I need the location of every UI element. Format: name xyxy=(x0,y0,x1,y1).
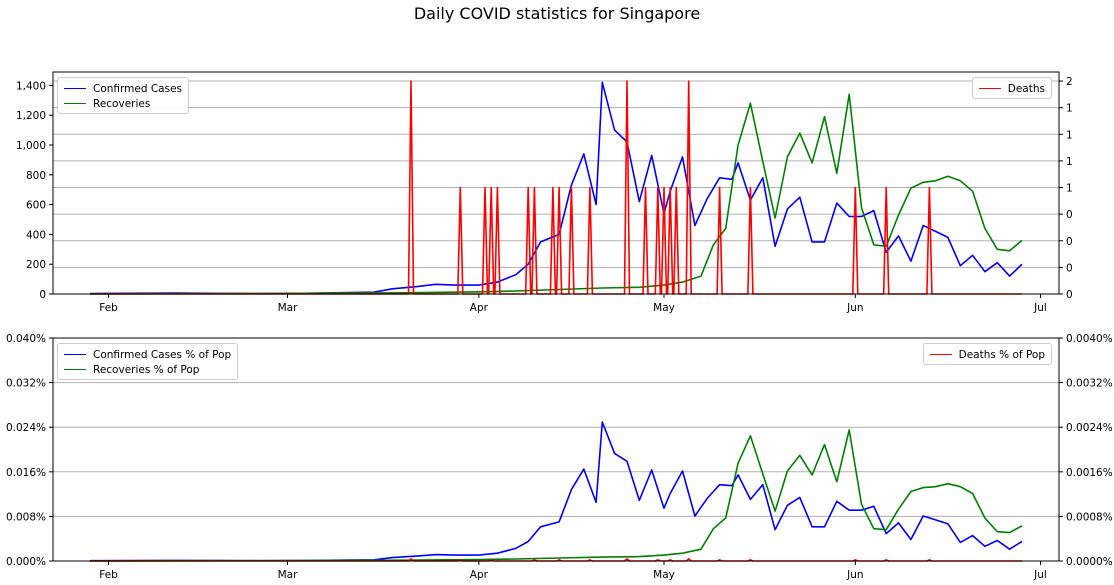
bottom-x-tick-label: Jul xyxy=(1033,569,1047,581)
bottom-left-legend: Confirmed Cases % of Pop Recoveries % of… xyxy=(57,343,238,380)
top-right-tick-label: 1 xyxy=(1066,103,1073,115)
bottom-left-tick-label: 0.032% xyxy=(6,378,46,390)
top-right-tick-label: 0 xyxy=(1066,236,1073,248)
bottom-series-recoveries-of-pop xyxy=(90,430,1022,561)
top-left-tick-label: 600 xyxy=(26,200,46,212)
bottom-x-tick-label: Feb xyxy=(99,569,118,581)
top-right-tick-label: 0 xyxy=(1066,209,1073,221)
bottom-x-tick-label: Apr xyxy=(470,569,489,581)
bottom-x-tick-label: May xyxy=(653,569,675,581)
legend-entry-confirmed-pct: Confirmed Cases % of Pop xyxy=(64,347,231,362)
legend-entry-deaths-pct: Deaths % of Pop xyxy=(930,347,1045,362)
legend-swatch-recoveries xyxy=(64,103,86,104)
top-x-tick-label: Jul xyxy=(1033,302,1047,314)
top-right-tick-label: 0 xyxy=(1066,262,1073,274)
bottom-right-legend: Deaths % of Pop xyxy=(923,343,1052,365)
legend-label-recoveries: Recoveries xyxy=(93,98,150,110)
legend-label-confirmed-pct: Confirmed Cases % of Pop xyxy=(93,349,231,361)
top-left-tick-label: 800 xyxy=(26,170,46,182)
top-left-tick-label: 1,400 xyxy=(16,80,46,92)
legend-label-confirmed: Confirmed Cases xyxy=(93,83,182,95)
bottom-left-tick-label: 0.016% xyxy=(6,467,46,479)
bottom-right-tick-label: 0.0032% xyxy=(1066,378,1113,390)
bottom-right-tick-label: 0.0008% xyxy=(1066,511,1113,523)
top-left-tick-label: 200 xyxy=(26,259,46,271)
bottom-x-tick-label: Mar xyxy=(278,569,298,581)
top-right-legend: Deaths xyxy=(972,77,1052,99)
top-left-tick-label: 0 xyxy=(39,289,46,301)
top-x-tick-label: Mar xyxy=(278,302,298,314)
legend-label-deaths: Deaths xyxy=(1008,83,1045,95)
legend-swatch-recoveries-pct xyxy=(64,369,86,370)
bottom-left-tick-label: 0.008% xyxy=(6,511,46,523)
top-series-recoveries xyxy=(90,94,1022,294)
top-x-tick-label: Feb xyxy=(99,302,118,314)
bottom-right-tick-label: 0.0040% xyxy=(1066,333,1113,345)
bottom-series-confirmed-cases-of-pop xyxy=(90,422,1022,561)
bottom-x-tick-label: Jun xyxy=(846,569,863,581)
legend-label-deaths-pct: Deaths % of Pop xyxy=(959,349,1045,361)
bottom-right-tick-label: 0.0024% xyxy=(1066,422,1113,434)
legend-entry-deaths: Deaths xyxy=(979,81,1045,96)
legend-entry-confirmed: Confirmed Cases xyxy=(64,81,182,96)
top-right-tick-label: 0 xyxy=(1066,289,1073,301)
top-left-tick-label: 1,000 xyxy=(16,140,46,152)
bottom-left-tick-label: 0.024% xyxy=(6,422,46,434)
top-left-tick-label: 1,200 xyxy=(16,110,46,122)
top-right-tick-label: 1 xyxy=(1066,156,1073,168)
bottom-right-tick-label: 0.0000% xyxy=(1066,556,1113,568)
top-x-tick-label: May xyxy=(653,302,675,314)
top-x-tick-label: Apr xyxy=(470,302,489,314)
top-left-tick-label: 400 xyxy=(26,229,46,241)
legend-swatch-deaths-pct xyxy=(930,354,952,355)
legend-entry-recoveries: Recoveries xyxy=(64,96,182,111)
legend-swatch-confirmed xyxy=(64,88,86,89)
top-right-tick-label: 1 xyxy=(1066,183,1073,195)
legend-swatch-deaths xyxy=(979,88,1001,89)
legend-swatch-confirmed-pct xyxy=(64,354,86,355)
top-axes-frame xyxy=(53,72,1059,294)
bottom-left-tick-label: 0.000% xyxy=(6,556,46,568)
legend-label-recoveries-pct: Recoveries % of Pop xyxy=(93,364,199,376)
top-left-legend: Confirmed Cases Recoveries xyxy=(57,77,189,114)
top-right-tick-label: 1 xyxy=(1066,129,1073,141)
bottom-right-tick-label: 0.0016% xyxy=(1066,467,1113,479)
bottom-left-tick-label: 0.040% xyxy=(6,333,46,345)
top-x-tick-label: Jun xyxy=(846,302,863,314)
legend-entry-recoveries-pct: Recoveries % of Pop xyxy=(64,362,231,377)
top-right-tick-label: 2 xyxy=(1066,76,1073,88)
